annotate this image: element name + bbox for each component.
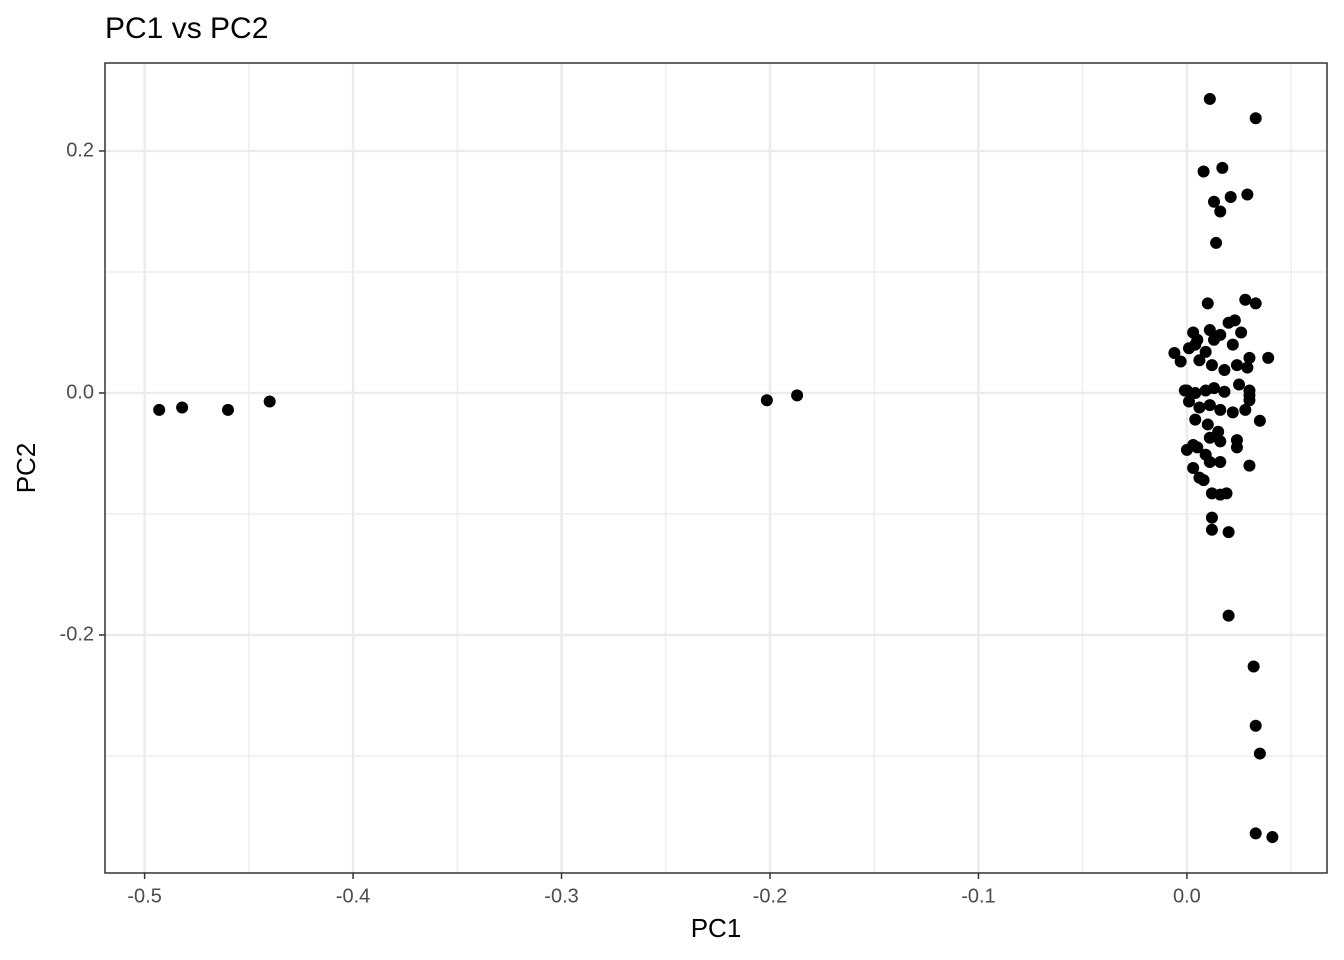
point — [1243, 459, 1256, 472]
point — [1214, 328, 1227, 341]
x-tick-label: -0.3 — [544, 885, 578, 907]
point — [1249, 297, 1262, 310]
point — [1253, 747, 1266, 760]
point — [760, 394, 773, 407]
point — [1199, 345, 1212, 358]
point — [1182, 395, 1195, 408]
point — [1222, 609, 1235, 622]
point — [1243, 351, 1256, 364]
point — [1241, 188, 1254, 201]
point — [1205, 511, 1218, 524]
x-tick-label: -0.2 — [753, 885, 787, 907]
point — [1178, 384, 1191, 397]
point — [1230, 359, 1243, 372]
point — [1203, 399, 1216, 412]
point — [1233, 378, 1246, 391]
point — [1203, 92, 1216, 105]
y-axis-label: PC2 — [11, 443, 41, 494]
point — [1203, 455, 1216, 468]
point — [1189, 386, 1202, 399]
point — [1191, 441, 1204, 454]
point — [1228, 314, 1241, 327]
point — [1247, 660, 1260, 673]
point — [1230, 441, 1243, 454]
point — [1214, 403, 1227, 416]
point — [1241, 361, 1254, 374]
point — [1205, 359, 1218, 372]
point — [1266, 831, 1279, 844]
point — [1187, 462, 1200, 474]
point — [221, 403, 234, 416]
point — [1191, 333, 1204, 346]
point — [1249, 719, 1262, 732]
point — [1222, 526, 1235, 539]
point — [1249, 827, 1262, 840]
point — [1193, 401, 1206, 414]
point — [1262, 351, 1275, 364]
point — [1208, 382, 1221, 395]
point — [1214, 205, 1227, 218]
y-tick-label: 0.0 — [66, 381, 94, 403]
point — [1168, 347, 1181, 360]
point — [1208, 195, 1221, 208]
point — [1253, 414, 1266, 427]
point — [1224, 190, 1237, 203]
point — [791, 389, 804, 402]
point — [1205, 523, 1218, 536]
point — [1243, 389, 1256, 402]
point — [1210, 236, 1223, 249]
point — [176, 401, 189, 414]
point — [1239, 293, 1252, 306]
point — [263, 395, 276, 408]
chart-title: PC1 vs PC2 — [105, 12, 268, 45]
point — [1214, 435, 1227, 448]
panel-border — [104, 62, 1328, 874]
point — [1201, 297, 1214, 310]
point — [1226, 338, 1239, 351]
point — [1189, 413, 1202, 426]
point — [1201, 418, 1214, 431]
x-tick-label: 0.0 — [1173, 885, 1201, 907]
point — [1174, 355, 1187, 368]
x-axis-label: PC1 — [691, 913, 742, 943]
point — [1197, 165, 1210, 178]
point — [1216, 161, 1229, 174]
point — [1193, 354, 1206, 367]
point — [1218, 363, 1231, 376]
point — [1214, 455, 1227, 468]
point — [1239, 403, 1252, 416]
point — [1226, 406, 1239, 419]
point — [1203, 324, 1216, 337]
y-tick-label: 0.2 — [66, 139, 94, 161]
point — [1212, 425, 1225, 438]
point — [1249, 112, 1262, 125]
point — [1220, 487, 1233, 500]
point — [1203, 431, 1216, 444]
point — [1218, 385, 1231, 398]
y-tick-label: -0.2 — [60, 623, 94, 645]
point — [1197, 474, 1210, 487]
point — [153, 403, 166, 416]
x-tick-label: -0.5 — [127, 885, 161, 907]
x-tick-label: -0.4 — [336, 885, 370, 907]
x-tick-label: -0.1 — [961, 885, 995, 907]
point — [1235, 326, 1248, 339]
